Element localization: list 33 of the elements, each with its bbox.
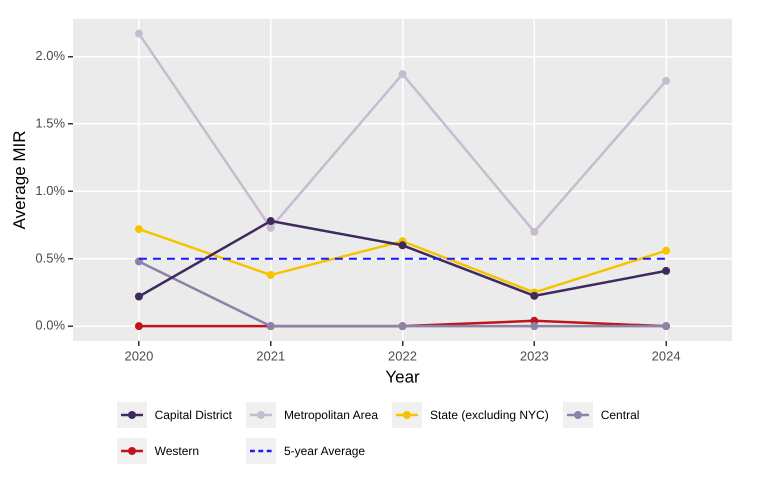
legend-label: Metropolitan Area	[284, 408, 378, 422]
point	[662, 266, 670, 275]
point	[398, 70, 407, 78]
legend-label: Capital District	[154, 408, 232, 422]
legend-label: Central	[600, 408, 640, 422]
point	[134, 322, 143, 330]
x-tick-label: 2022	[388, 348, 417, 364]
y-tick-label: 1.0%	[35, 182, 66, 198]
point	[530, 292, 538, 300]
point	[266, 270, 275, 279]
x-tick-label: 2021	[256, 348, 286, 364]
y-tick-label: 0.0%	[35, 318, 66, 333]
point	[134, 225, 143, 234]
legend-label: 5-year Average	[284, 444, 366, 458]
point	[662, 246, 670, 255]
x-tick-label: 2023	[520, 348, 549, 364]
point	[662, 76, 670, 85]
x-axis-title: Year	[385, 367, 420, 386]
point	[530, 228, 538, 236]
legend-label: Western	[154, 444, 200, 458]
point	[266, 217, 275, 226]
point	[134, 292, 143, 301]
x-tick-label: 2024	[652, 348, 681, 364]
point	[266, 224, 275, 232]
legend-label: State (excluding NYC)	[430, 408, 549, 422]
point	[530, 322, 538, 330]
x-tick-label: 2020	[124, 348, 154, 364]
y-tick-label: 2.0%	[35, 48, 66, 64]
point	[398, 241, 407, 250]
point	[134, 30, 143, 38]
y-axis-title: Average MIR	[10, 130, 29, 230]
y-tick-label: 1.5%	[35, 116, 66, 131]
y-tick-label: 0.5%	[35, 250, 66, 266]
